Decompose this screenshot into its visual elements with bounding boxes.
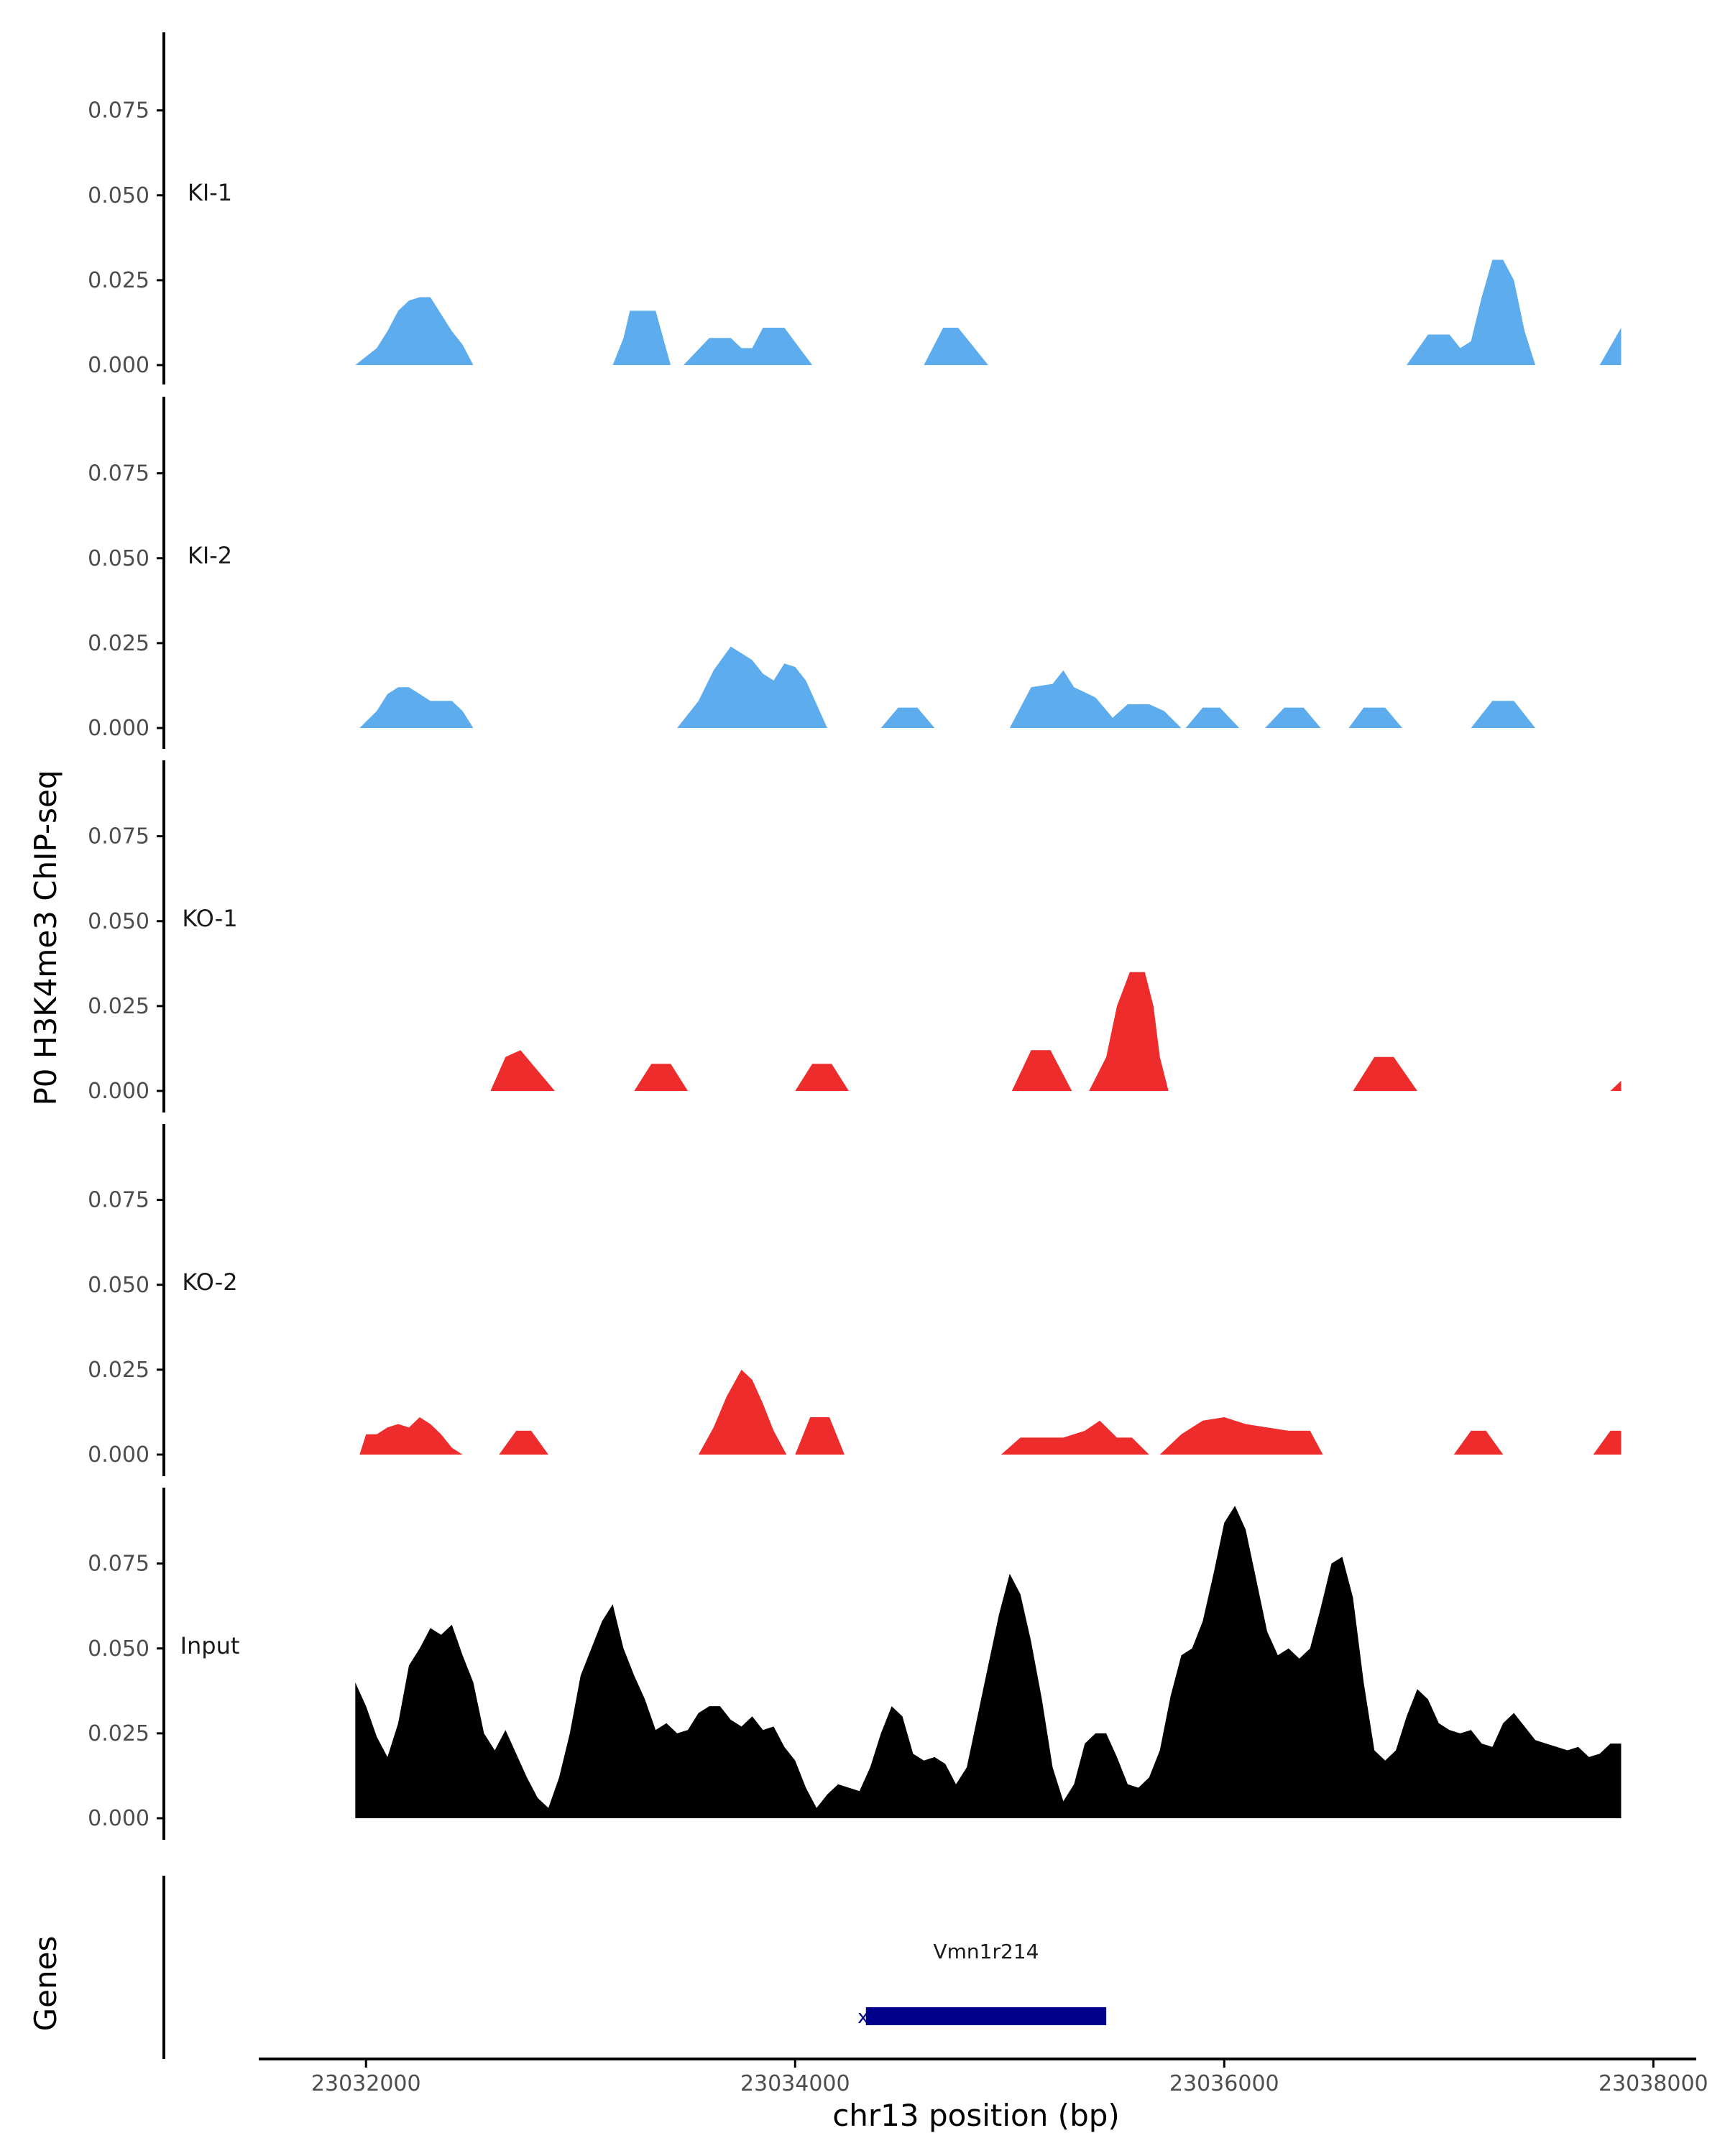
y-tick-label: 0.050 xyxy=(88,1636,150,1662)
y-tick-label: 0.075 xyxy=(88,1188,150,1213)
y-tick-label: 0.025 xyxy=(88,994,150,1019)
track-panels: 0.0000.0250.0500.075KI-10.0000.0250.0500… xyxy=(88,32,1622,1840)
y-tick-label: 0.075 xyxy=(88,824,150,849)
y-tick-label: 0.025 xyxy=(88,268,150,293)
gene-name-label: Vmn1r214 xyxy=(933,1940,1039,1963)
x-tick-label: 23032000 xyxy=(311,2071,421,2096)
gene-body xyxy=(865,2007,1107,2025)
x-axis: 23032000 23034000 23036000 23038000 xyxy=(259,2058,1708,2096)
y-tick-label: 0.025 xyxy=(88,1358,150,1383)
y-tick-label: 0.000 xyxy=(88,353,150,378)
track-ki-2: 0.000 0.025 0.050 0.075 KI-2 xyxy=(88,397,1536,749)
y-tick-label: 0.075 xyxy=(88,461,150,487)
gene-strand-marker: x xyxy=(857,2007,868,2028)
x-tick-label: 23034000 xyxy=(740,2071,850,2096)
track-label: KO-2 xyxy=(182,1268,237,1296)
y-tick-label: 0.050 xyxy=(88,183,150,208)
signal-area xyxy=(359,1369,1622,1455)
signal-area xyxy=(355,1506,1622,1818)
y-tick-label: 0.000 xyxy=(88,1806,150,1831)
y-tick-label: 0.050 xyxy=(88,1273,150,1298)
track-label: KO-1 xyxy=(182,905,237,932)
x-tick-label: 23038000 xyxy=(1598,2071,1708,2096)
y-tick-label: 0.050 xyxy=(88,546,150,571)
genes-panel: x Vmn1r214 xyxy=(162,1876,1107,2059)
track-label: KI-1 xyxy=(188,179,232,206)
y-axis-title: P0 H3K4me3 ChIP-seq xyxy=(28,770,63,1105)
genes-panel-label: Genes xyxy=(28,1936,63,2032)
x-tick-label: 23036000 xyxy=(1169,2071,1279,2096)
track-ko-2: 0.000 0.025 0.050 0.075 KO-2 xyxy=(88,1124,1622,1476)
y-tick-label: 0.075 xyxy=(88,98,150,124)
y-tick-label: 0.025 xyxy=(88,631,150,656)
track-input: 0.000 0.025 0.050 0.075 Input xyxy=(88,1488,1622,1840)
track-label: Input xyxy=(180,1632,240,1659)
track-ko-1: 0.000 0.025 0.050 0.075 KO-1 xyxy=(88,760,1622,1112)
y-tick-label: 0.000 xyxy=(88,716,150,741)
y-tick-label: 0.000 xyxy=(88,1442,150,1468)
y-tick-label: 0.075 xyxy=(88,1552,150,1577)
signal-area xyxy=(359,646,1536,728)
y-tick-label: 0.025 xyxy=(88,1721,150,1746)
track-label: KI-2 xyxy=(188,542,232,569)
gene-vmn1r214: x Vmn1r214 xyxy=(857,1940,1107,2028)
track-ki-1: 0.000 0.025 0.050 0.075 KI-1 xyxy=(88,32,1622,384)
signal-area xyxy=(355,259,1622,365)
y-tick-label: 0.000 xyxy=(88,1079,150,1104)
signal-area xyxy=(490,972,1622,1091)
x-axis-title: chr13 position (bp) xyxy=(832,2098,1120,2133)
y-tick-label: 0.050 xyxy=(88,909,150,934)
